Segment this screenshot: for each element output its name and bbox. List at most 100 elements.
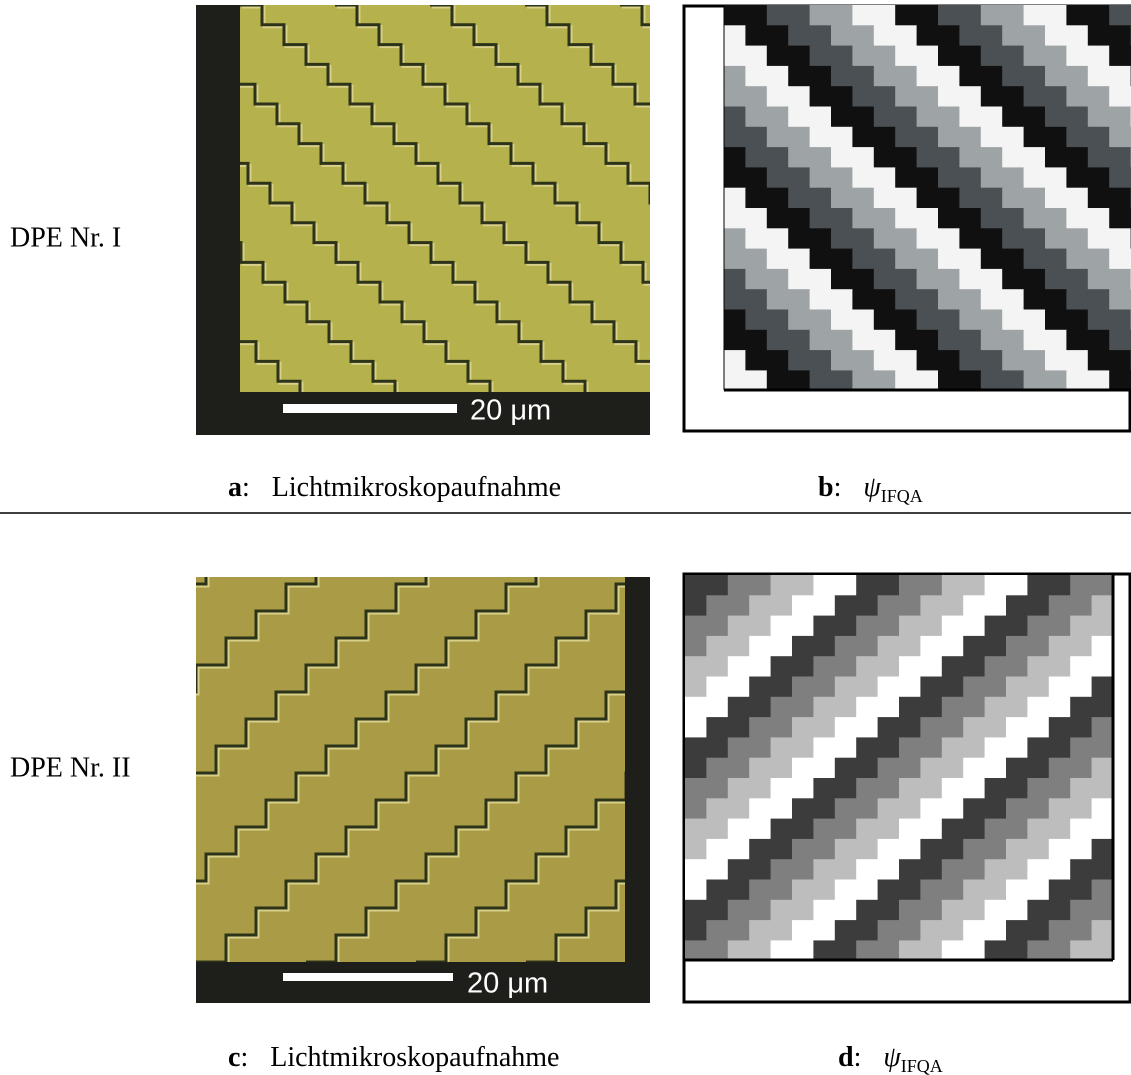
phase-cell bbox=[767, 86, 789, 107]
phase-cell bbox=[706, 697, 728, 718]
phase-cell bbox=[813, 940, 835, 961]
phase-cell bbox=[938, 269, 960, 290]
phase-cell bbox=[835, 758, 857, 779]
phase-cell bbox=[767, 350, 789, 371]
phase-cell bbox=[1066, 289, 1088, 310]
symbol: ψ bbox=[883, 1042, 901, 1073]
phase-cell bbox=[899, 798, 921, 819]
phase-cell bbox=[831, 289, 853, 310]
phase-cell bbox=[792, 880, 814, 901]
phase-cell bbox=[792, 839, 814, 860]
phase-cell bbox=[852, 188, 874, 209]
phase-cell bbox=[728, 758, 750, 779]
separator: : bbox=[242, 472, 250, 503]
phase-cell bbox=[1092, 940, 1114, 961]
phase-cell bbox=[792, 656, 814, 677]
phase-cell bbox=[981, 127, 1003, 148]
phase-cell bbox=[745, 147, 767, 168]
phase-cell bbox=[959, 25, 981, 46]
phase-cell bbox=[706, 819, 728, 840]
phase-cell bbox=[728, 859, 750, 880]
phase-cell bbox=[1088, 46, 1110, 67]
phase-cell bbox=[981, 167, 1003, 188]
phase-cell bbox=[1002, 167, 1024, 188]
phase-cell bbox=[942, 677, 964, 698]
phase-cell bbox=[728, 880, 750, 901]
phase-cell bbox=[959, 269, 981, 290]
phase-cell bbox=[724, 86, 746, 107]
phase-cell bbox=[874, 167, 896, 188]
phase-cell bbox=[813, 737, 835, 758]
phase-cell bbox=[942, 616, 964, 637]
phase-cell bbox=[1070, 880, 1092, 901]
phase-cell bbox=[685, 778, 707, 799]
phase-cell bbox=[920, 697, 942, 718]
phase-cell bbox=[835, 880, 857, 901]
step-edge-light bbox=[0, 7, 142, 581]
phase-cell bbox=[1092, 778, 1114, 799]
phase-cell bbox=[1049, 636, 1071, 657]
phase-cell bbox=[1092, 697, 1114, 718]
phase-cell bbox=[813, 839, 835, 860]
phase-cell bbox=[685, 839, 707, 860]
phase-cell bbox=[1088, 350, 1110, 371]
phase-cell bbox=[1109, 269, 1131, 290]
phase-cell bbox=[895, 188, 917, 209]
phase-cell bbox=[856, 717, 878, 738]
phase-cell bbox=[749, 819, 771, 840]
phase-cell bbox=[981, 25, 1003, 46]
phase-cell bbox=[685, 880, 707, 901]
phase-cell bbox=[810, 208, 832, 229]
phase-cell bbox=[856, 798, 878, 819]
phase-cell bbox=[1002, 330, 1024, 351]
phase-cell bbox=[899, 737, 921, 758]
phase-cell bbox=[959, 310, 981, 331]
phase-cell bbox=[1024, 66, 1046, 87]
phase-cell bbox=[685, 595, 707, 616]
phase-cell bbox=[767, 46, 789, 67]
phase-cell bbox=[1006, 839, 1028, 860]
phase-cell bbox=[856, 920, 878, 941]
phase-cell bbox=[749, 636, 771, 657]
phase-cell bbox=[942, 798, 964, 819]
phase-cell bbox=[813, 900, 835, 921]
phase-cell bbox=[856, 677, 878, 698]
phase-cell bbox=[685, 656, 707, 677]
phase-cell bbox=[810, 167, 832, 188]
phase-cell bbox=[963, 778, 985, 799]
phase-cell bbox=[1027, 737, 1049, 758]
phase-cell bbox=[728, 575, 750, 596]
phase-cell bbox=[878, 880, 900, 901]
phase-cell bbox=[938, 310, 960, 331]
phase-cell bbox=[963, 880, 985, 901]
phase-cell bbox=[1024, 46, 1046, 67]
phase-cell bbox=[856, 616, 878, 637]
phase-cell bbox=[899, 717, 921, 738]
phase-cell bbox=[963, 737, 985, 758]
phase-cell bbox=[767, 228, 789, 249]
phase-cell bbox=[1049, 595, 1071, 616]
phase-cell bbox=[920, 920, 942, 941]
phase-cell bbox=[1070, 940, 1092, 961]
phase-cell bbox=[1088, 310, 1110, 331]
phase-cell bbox=[938, 25, 960, 46]
phase-cell bbox=[1027, 636, 1049, 657]
phase-cell bbox=[1024, 86, 1046, 107]
phase-cell bbox=[920, 737, 942, 758]
phase-cell bbox=[745, 370, 767, 391]
phase-cell bbox=[767, 66, 789, 87]
phase-cell bbox=[771, 717, 793, 738]
phase-cell bbox=[728, 920, 750, 941]
phase-cell bbox=[728, 697, 750, 718]
phase-cell bbox=[767, 289, 789, 310]
phase-cell bbox=[831, 5, 853, 26]
phase-cell bbox=[878, 819, 900, 840]
phase-cell bbox=[1002, 25, 1024, 46]
phase-cell bbox=[938, 107, 960, 128]
phase-cell bbox=[1045, 208, 1067, 229]
phase-cell bbox=[1002, 289, 1024, 310]
phase-cell bbox=[1049, 940, 1071, 961]
phase-cell bbox=[788, 66, 810, 87]
phase-cell bbox=[813, 859, 835, 880]
phase-cell bbox=[895, 269, 917, 290]
